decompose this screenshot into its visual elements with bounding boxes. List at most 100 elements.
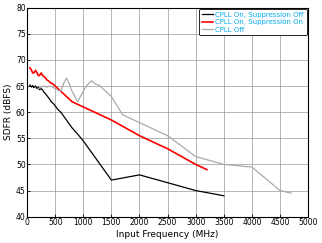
CPLL On, Suppression Off [222,194,226,197]
CPLL Off [59,90,63,93]
CPLL On, Suppression On [46,79,50,82]
CPLL On, Suppression On [31,71,35,74]
CPLL On, Suppression Off [70,126,74,129]
CPLL On, Suppression Off [45,94,49,97]
CPLL Off [56,89,60,92]
CPLL Off [278,189,282,192]
CPLL On, Suppression On [28,66,32,69]
CPLL On, Suppression Off [194,189,198,192]
CPLL Off [98,85,102,87]
CPLL Off [222,163,226,166]
CPLL On, Suppression On [32,71,36,74]
CPLL On, Suppression Off [81,139,85,142]
CPLL On, Suppression Off [48,98,52,101]
CPLL On, Suppression Off [76,133,80,136]
CPLL On, Suppression Off [35,87,39,90]
CPLL On, Suppression Off [59,111,63,114]
CPLL Off [39,86,43,88]
CPLL Off [67,82,71,85]
CPLL On, Suppression Off [137,174,141,176]
CPLL On, Suppression On [53,85,57,87]
CPLL On, Suppression On [70,100,74,103]
CPLL On, Suppression On [81,105,85,108]
CPLL On, Suppression On [39,71,43,74]
CPLL On, Suppression Off [51,101,54,104]
CPLL On, Suppression On [38,74,42,77]
CPLL Off [64,77,68,80]
CPLL On, Suppression On [194,163,198,166]
Line: CPLL Off: CPLL Off [38,78,291,193]
CPLL Off [90,79,94,82]
CPLL On, Suppression On [45,78,49,81]
CPLL On, Suppression On [59,90,63,93]
CPLL On, Suppression On [52,84,56,87]
CPLL Off [104,90,108,93]
CPLL On, Suppression On [30,69,33,72]
CPLL Off [42,85,46,87]
CPLL Off [36,87,40,90]
CPLL On, Suppression Off [109,179,113,182]
CPLL Off [137,121,141,124]
CPLL On, Suppression On [44,77,48,80]
CPLL Off [81,90,85,93]
CPLL On, Suppression On [49,82,53,85]
CPLL On, Suppression Off [42,91,46,94]
CPLL On, Suppression On [51,82,54,85]
CPLL On, Suppression Off [53,104,57,107]
CPLL On, Suppression Off [166,181,169,184]
CPLL Off [93,82,97,85]
CPLL Off [70,90,74,93]
CPLL On, Suppression Off [32,86,36,89]
CPLL Off [45,86,49,88]
CPLL Off [250,165,254,168]
CPLL On, Suppression Off [41,89,45,92]
CPLL Off [51,86,54,88]
CPLL On, Suppression On [48,80,52,83]
CPLL Off [53,87,57,90]
CPLL Off [289,192,293,195]
CPLL On, Suppression On [41,74,45,77]
CPLL On, Suppression On [36,74,40,77]
CPLL On, Suppression On [35,71,39,74]
CPLL Off [87,82,91,85]
CPLL On, Suppression On [56,87,60,90]
CPLL Off [121,113,125,116]
CPLL On, Suppression On [64,95,68,98]
Y-axis label: SDFR (dBFS): SDFR (dBFS) [4,84,13,140]
CPLL On, Suppression Off [31,84,35,87]
CPLL On, Suppression On [93,111,97,114]
CPLL Off [62,82,66,85]
CPLL On, Suppression Off [38,88,42,91]
CPLL Off [166,134,169,137]
CPLL On, Suppression Off [64,119,68,122]
CPLL On, Suppression On [205,168,209,171]
CPLL Off [48,85,52,87]
CPLL On, Suppression On [137,134,141,137]
CPLL On, Suppression Off [93,155,97,158]
CPLL On, Suppression Off [33,85,37,87]
CPLL Off [149,126,153,129]
Line: CPLL On, Suppression On: CPLL On, Suppression On [30,68,207,170]
CPLL On, Suppression Off [44,92,48,95]
CPLL Off [79,95,82,98]
CPLL Off [84,85,88,87]
X-axis label: Input Frequency (MHz): Input Frequency (MHz) [116,230,219,239]
Legend: CPLL On, Suppression Off, CPLL On, Suppression On, CPLL Off: CPLL On, Suppression Off, CPLL On, Suppr… [199,9,307,35]
CPLL On, Suppression Off [30,86,33,88]
CPLL On, Suppression On [166,147,169,150]
CPLL Off [194,155,198,158]
CPLL On, Suppression Off [46,96,50,99]
CPLL Off [76,100,80,103]
CPLL On, Suppression Off [52,103,56,106]
CPLL On, Suppression Off [28,84,32,87]
CPLL On, Suppression On [76,103,80,106]
CPLL Off [73,95,77,98]
CPLL On, Suppression On [42,75,46,78]
CPLL On, Suppression Off [39,87,43,90]
CPLL On, Suppression Off [36,86,40,88]
Line: CPLL On, Suppression Off: CPLL On, Suppression Off [30,85,224,196]
CPLL On, Suppression On [33,69,37,72]
CPLL Off [109,95,113,98]
CPLL On, Suppression On [109,119,113,122]
CPLL On, Suppression Off [56,108,60,111]
